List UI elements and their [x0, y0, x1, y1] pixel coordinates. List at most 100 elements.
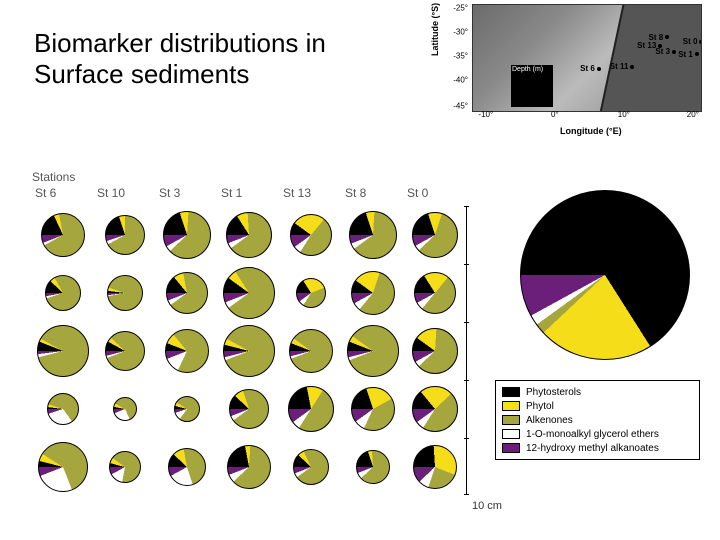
column-header: St 0	[404, 186, 466, 206]
column-header: St 6	[32, 186, 94, 206]
pie-chart	[349, 211, 397, 259]
pie-cell	[218, 438, 280, 496]
pie-cell	[32, 322, 94, 380]
legend-row: Alkenones	[502, 413, 693, 427]
pie-cell	[32, 206, 94, 264]
legend-label: Alkenones	[526, 415, 573, 426]
legend-swatch	[502, 443, 520, 453]
stations-heading: Stations	[32, 170, 75, 184]
legend-row: 1-O-monoalkyl glycerol ethers	[502, 427, 693, 441]
pie-cell	[342, 206, 404, 264]
summary-pie-wrap	[520, 190, 690, 360]
pie-chart	[37, 325, 89, 377]
pie-cell	[280, 438, 342, 496]
legend-row: 12-hydroxy methyl alkanoates	[502, 441, 693, 455]
pie-cell	[94, 438, 156, 496]
legend-swatch	[502, 429, 520, 439]
pie-chart	[351, 271, 395, 315]
pie-cell	[94, 322, 156, 380]
pie-chart	[109, 451, 141, 483]
column-header: St 13	[280, 186, 342, 206]
column-header: St 1	[218, 186, 280, 206]
pie-chart	[412, 386, 458, 432]
legend-swatch	[502, 415, 520, 425]
pie-chart	[347, 325, 399, 377]
pie-chart	[45, 275, 81, 311]
map-station-label: St 6	[580, 64, 601, 73]
pie-chart	[413, 445, 457, 489]
pie-grid	[32, 206, 466, 496]
pie-cell	[156, 206, 218, 264]
pie-cell	[280, 380, 342, 438]
pie-cell	[280, 206, 342, 264]
map-station-label: St 3	[655, 47, 676, 56]
pie-cell	[94, 264, 156, 322]
pie-chart	[226, 212, 272, 258]
map-station-label: St 11	[610, 62, 635, 71]
pie-chart	[223, 325, 275, 377]
pie-chart	[229, 389, 269, 429]
column-header: St 8	[342, 186, 404, 206]
pie-cell	[156, 322, 218, 380]
map-depth-legend: Depth (m)	[511, 65, 553, 107]
map-station-label: St 1	[678, 50, 699, 59]
map-x-ticks: -10°0°10°20°	[472, 110, 702, 124]
pie-cell	[280, 264, 342, 322]
pie-cell	[342, 264, 404, 322]
pie-chart	[174, 396, 200, 422]
map-x-axis-label: Longitude (°E)	[560, 126, 622, 136]
pie-chart	[105, 215, 145, 255]
pie-chart	[412, 328, 458, 374]
pie-chart	[289, 329, 333, 373]
pie-cell	[342, 380, 404, 438]
pie-chart	[47, 393, 79, 425]
column-headers: St 6St 10St 3St 1St 13St 8St 0	[32, 186, 466, 206]
map-y-ticks: -25°-30°-35°-40°-45°	[440, 4, 470, 112]
column-header: St 10	[94, 186, 156, 206]
pie-chart	[227, 445, 271, 489]
pie-chart	[223, 267, 275, 319]
legend-row: Phytosterols	[502, 385, 693, 399]
pie-chart	[166, 272, 208, 314]
legend-label: Phytol	[526, 401, 554, 412]
pie-cell	[32, 438, 94, 496]
pie-chart	[288, 386, 334, 432]
legend-row: Phytol	[502, 399, 693, 413]
pie-chart	[412, 212, 458, 258]
pie-cell	[94, 206, 156, 264]
pie-chart	[38, 442, 88, 492]
pie-chart	[113, 397, 137, 421]
pie-chart	[290, 214, 332, 256]
pie-cell	[404, 322, 466, 380]
pie-cell	[280, 322, 342, 380]
legend-label: 12-hydroxy methyl alkanoates	[526, 443, 659, 454]
pie-cell	[404, 206, 466, 264]
depth-scale-label: 10 cm	[472, 500, 502, 512]
pie-cell	[404, 264, 466, 322]
pie-cell	[218, 206, 280, 264]
pie-cell	[156, 438, 218, 496]
map-panel: Latitude (°S) Depth (m) St 8St 0St 13St …	[440, 0, 710, 130]
pie-chart	[414, 272, 456, 314]
depth-scale-line	[466, 206, 467, 494]
pie-chart	[168, 448, 206, 486]
summary-pie	[520, 190, 690, 360]
pie-cell	[94, 380, 156, 438]
legend-label: Phytosterols	[526, 387, 581, 398]
pie-chart	[351, 387, 395, 431]
pie-chart	[296, 278, 326, 308]
pie-chart	[165, 329, 209, 373]
pie-cell	[156, 264, 218, 322]
pie-cell	[156, 380, 218, 438]
map-y-axis-label: Latitude (°S)	[430, 3, 440, 56]
pie-chart	[107, 275, 143, 311]
map-station-label: St 0	[683, 37, 702, 46]
pie-cell	[404, 380, 466, 438]
pie-chart	[163, 211, 211, 259]
pie-chart	[356, 450, 390, 484]
pie-chart	[105, 331, 145, 371]
column-header: St 3	[156, 186, 218, 206]
pie-cell	[32, 264, 94, 322]
legend: Phytosterols Phytol Alkenones1-O-monoalkyl…	[495, 380, 700, 460]
pie-cell	[342, 438, 404, 496]
